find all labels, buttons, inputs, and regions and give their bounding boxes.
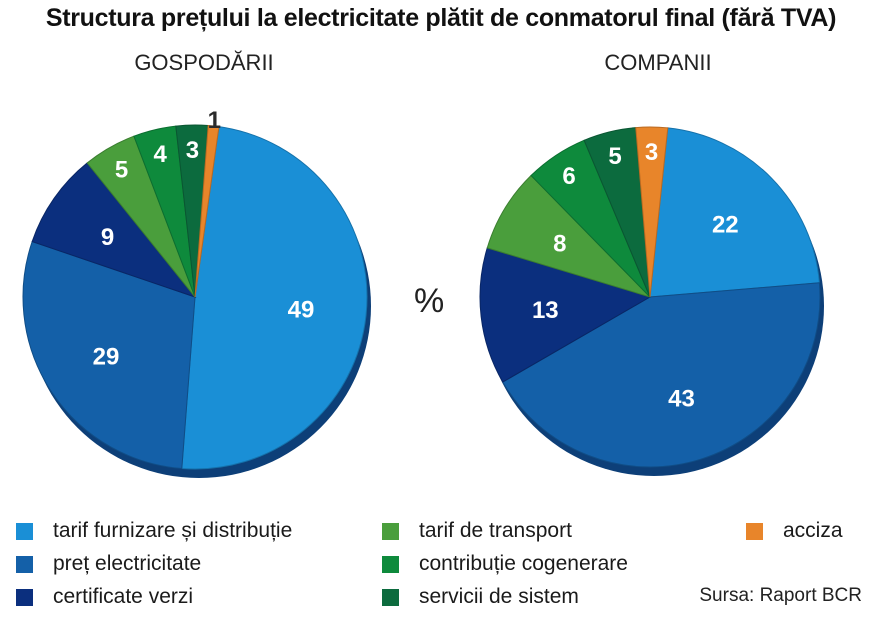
pie-slice-6 [635,126,669,298]
pie-value-label: 43 [668,386,695,413]
pie-title-companii: COMPANII [604,50,712,75]
unit-label: % [414,282,445,320]
legend-label: servicii de sistem [419,585,579,608]
pie-value-label: 22 [712,211,739,238]
pie-chart-companii: 22 43 13 8 6 5 3 [479,126,824,476]
pie-slice-2 [479,247,652,383]
source-note: Sursa: Raport BCR [699,585,862,606]
pie-slice-2 [31,162,197,299]
pie-slice-1 [22,240,196,470]
pie-value-label: 3 [645,139,658,166]
pie-value-label: 1 [208,107,221,134]
legend-swatch [382,555,399,573]
legend-item-tarif-transport: tarif de transport [382,516,572,546]
legend-item-certificate-verzi: certificate verzi [16,582,193,612]
legend-swatch [16,522,33,540]
pie-value-label: 8 [553,230,566,257]
legend-swatch [382,522,399,540]
pie-value-label: 3 [186,137,199,164]
legend-item-contributie-cogenerare: contribuție cogenerare [382,549,628,579]
legend-label: acciza [783,519,843,542]
pie-title-gospodarii: GOSPODĂRII [134,50,274,75]
legend-item-tarif-furnizare: tarif furnizare și distribuție [16,516,292,546]
legend-label: preț electricitate [53,552,202,575]
chart-title: Structura prețului la electricitate plăt… [45,4,837,32]
legend-item-acciza: acciza [746,516,843,546]
legend-swatch [746,522,763,540]
legend-label: tarif de transport [419,519,572,542]
pie-chart-gospodarii: 49 29 9 54 31 [22,107,371,478]
legend-label: contribuție cogenerare [419,552,628,575]
pie-slice-6 [194,124,220,298]
legend-item-pret-electricitate: preț electricitate [16,549,201,579]
legend-swatch [16,588,33,606]
pie-value-label: 13 [532,297,559,324]
pie-value-label: 5 [608,143,621,170]
pie-value-label: 6 [562,163,575,190]
pie-value-label: 9 [101,224,114,251]
pie-slice-0 [649,127,820,298]
pie-value-label: 5 [115,157,128,184]
legend-item-servicii-sistem: servicii de sistem [382,582,579,612]
legend-swatch [382,588,399,606]
pie-slice-0 [181,126,368,470]
pie-value-label: 49 [288,297,315,324]
pie-slice-1 [502,282,821,468]
pie-value-label: 29 [93,344,120,371]
legend-label: tarif furnizare și distribuție [53,519,293,542]
legend-label: certificate verzi [53,585,194,608]
pie-value-label: 4 [154,141,168,168]
legend: tarif furnizare și distribuție preț elec… [0,512,882,612]
legend-swatch [16,555,33,573]
